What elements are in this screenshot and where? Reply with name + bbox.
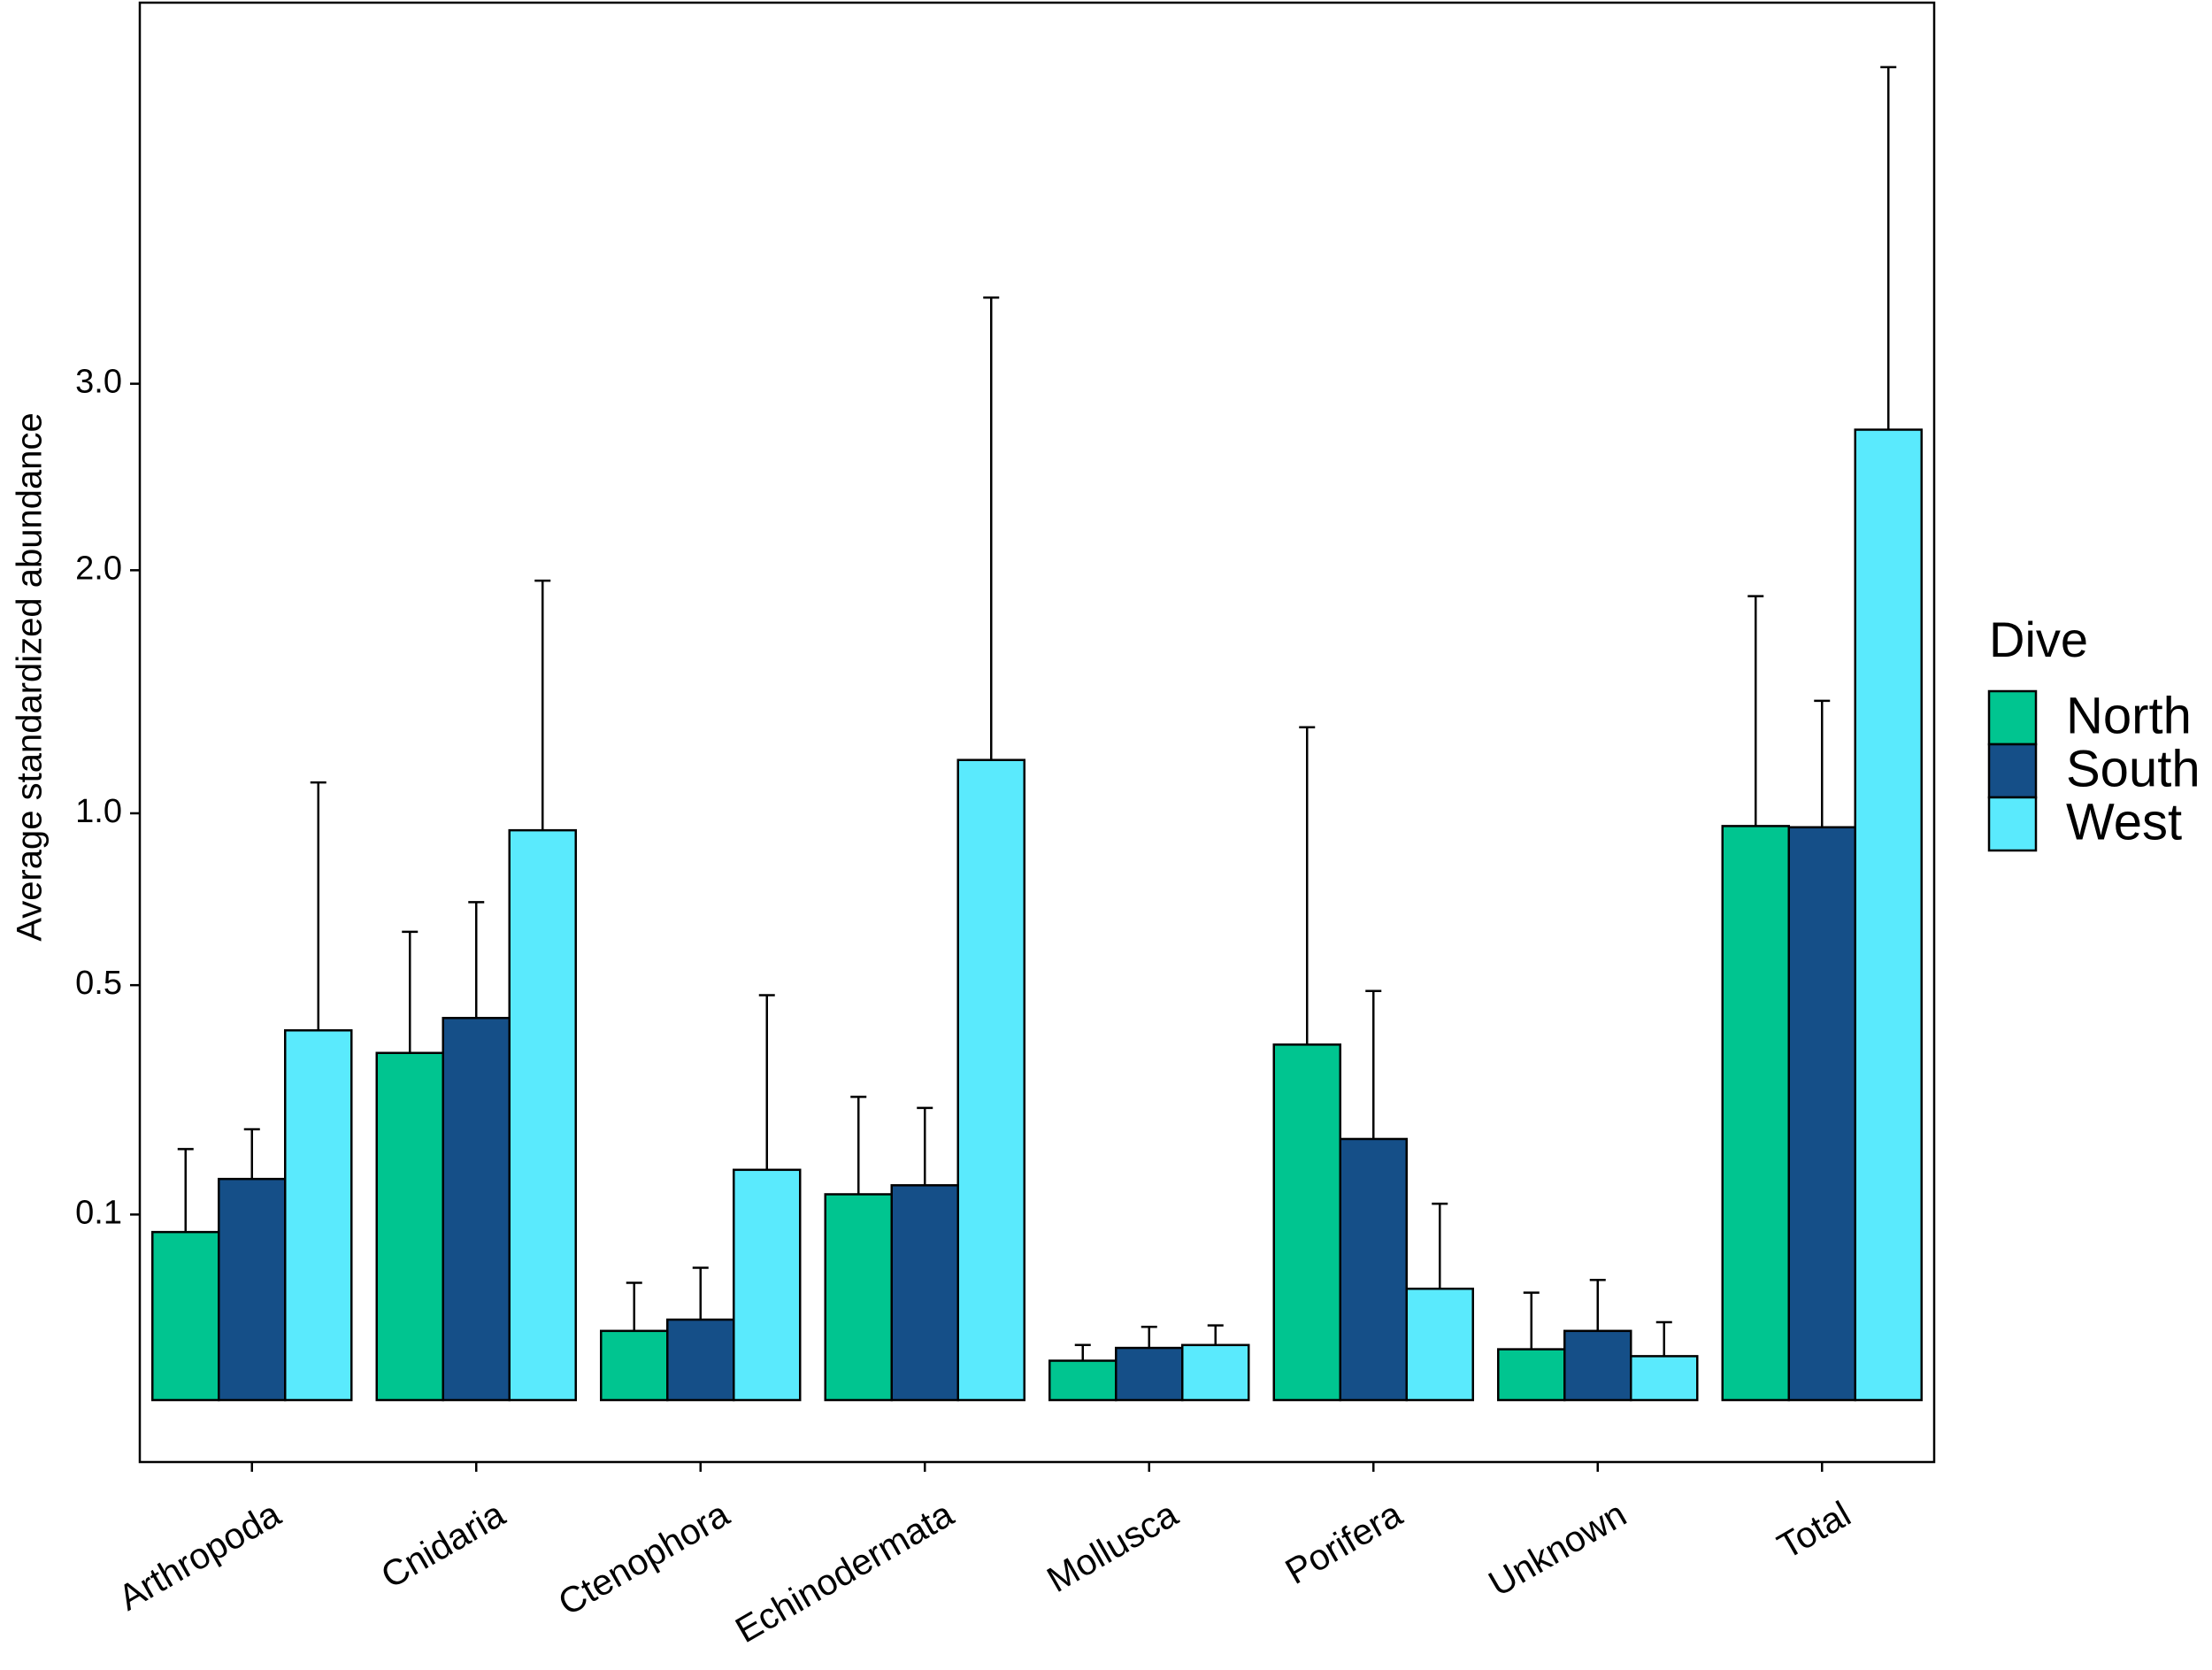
bar [1497, 1348, 1566, 1402]
legend-key [1987, 743, 2038, 799]
bar [666, 1318, 735, 1402]
y-axis-title: Average standardized abundance [11, 412, 50, 942]
x-tick-label: Total [1770, 1493, 1857, 1566]
bar [1405, 1287, 1474, 1402]
y-tick-label: 2.0 [75, 550, 122, 587]
bar [956, 758, 1025, 1402]
bar [824, 1193, 893, 1402]
bar [1048, 1359, 1118, 1402]
bar [1563, 1329, 1632, 1402]
x-tick-label: Mollusca [1041, 1493, 1185, 1600]
bar [1181, 1343, 1250, 1402]
bar [1854, 428, 1923, 1402]
bar [1787, 826, 1856, 1402]
bar [375, 1051, 444, 1402]
bar [1272, 1043, 1341, 1402]
bar [284, 1028, 353, 1402]
bar [733, 1168, 802, 1402]
legend-label: West [2066, 793, 2182, 850]
x-tick-label: Echinodermata [728, 1493, 960, 1651]
bar [600, 1329, 669, 1402]
x-tick-label: Cnidaria [374, 1493, 511, 1596]
legend-label: South [2066, 740, 2200, 797]
bar [1721, 825, 1790, 1402]
x-tick-label: Arthropoda [111, 1493, 288, 1618]
bar [1115, 1346, 1184, 1402]
plot-panel [138, 1, 1936, 1464]
legend-key [1987, 689, 2038, 746]
y-tick-label: 3.0 [75, 364, 122, 401]
bar [890, 1184, 959, 1402]
x-tick-label: Porifera [1279, 1493, 1409, 1592]
bar [151, 1230, 220, 1402]
bar [442, 1017, 511, 1402]
bar [1630, 1355, 1699, 1402]
legend-title: Dive [1989, 612, 2088, 667]
legend-label: North [2066, 687, 2192, 744]
bar [1339, 1137, 1408, 1402]
bar [218, 1177, 287, 1402]
y-tick-label: 0.1 [75, 1194, 122, 1231]
y-tick-label: 0.5 [75, 965, 122, 1002]
bar [508, 828, 577, 1402]
x-tick-label: Ctenophora [551, 1493, 736, 1623]
x-tick-label: Unknown [1482, 1493, 1633, 1604]
legend-key [1987, 796, 2038, 852]
y-tick-label: 1.0 [75, 793, 122, 830]
